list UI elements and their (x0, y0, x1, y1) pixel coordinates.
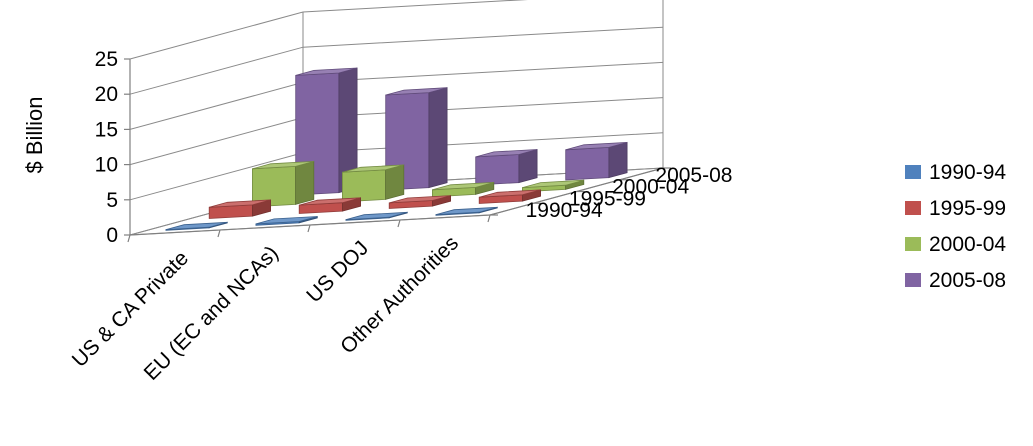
gridline (129, 0, 529, 60)
legend-label: 2000-04 (929, 233, 1006, 256)
y-tick-label: 10 (95, 154, 118, 177)
x-tick-label: US DOJ (302, 237, 373, 308)
legend-item: 2005-08 (905, 269, 1006, 292)
bar (431, 181, 495, 198)
bar (565, 141, 628, 181)
bar (435, 206, 498, 216)
x-tick (487, 214, 491, 223)
depth-tick-label: 2000-04 (612, 176, 689, 199)
depth-tick-label: 2005-08 (655, 164, 732, 187)
y-tick-label: 15 (95, 118, 118, 141)
bar (255, 215, 318, 226)
y-axis-title: $ Billion (22, 96, 47, 173)
bar (388, 195, 452, 209)
bar (345, 211, 408, 221)
legend-swatch (905, 201, 921, 215)
chart-bars (165, 67, 628, 231)
legend-item: 1995-99 (905, 197, 1006, 220)
depth-tick-label: 1990-94 (526, 199, 603, 222)
x-tick (397, 219, 401, 228)
legend-label: 1990-94 (929, 161, 1006, 184)
x-tick (217, 229, 221, 238)
legend-swatch (905, 273, 921, 287)
x-tick (307, 224, 311, 233)
y-tick-label: 0 (106, 224, 118, 247)
depth-tick-label: 1995-99 (569, 187, 646, 210)
bar (475, 148, 538, 186)
bar (208, 199, 272, 219)
legend: 1990-94 1995-99 2000-04 2005-08 (905, 161, 1006, 292)
legend-swatch (905, 165, 921, 179)
legend-item: 2000-04 (905, 233, 1006, 256)
legend-item: 1990-94 (905, 161, 1006, 184)
bar (298, 197, 362, 214)
y-tick-label: 20 (95, 83, 118, 106)
y-tick-label: 25 (95, 48, 118, 71)
bar (341, 164, 405, 203)
legend-label: 2005-08 (929, 269, 1006, 292)
bar (478, 189, 541, 204)
legend-swatch (905, 237, 921, 251)
bar (251, 160, 315, 208)
bar (165, 221, 228, 231)
y-axis-ticks: 0 5 10 15 20 25 (95, 48, 130, 247)
y-tick-label: 5 (106, 189, 118, 212)
x-tick (127, 234, 131, 243)
legend-label: 1995-99 (929, 197, 1006, 220)
